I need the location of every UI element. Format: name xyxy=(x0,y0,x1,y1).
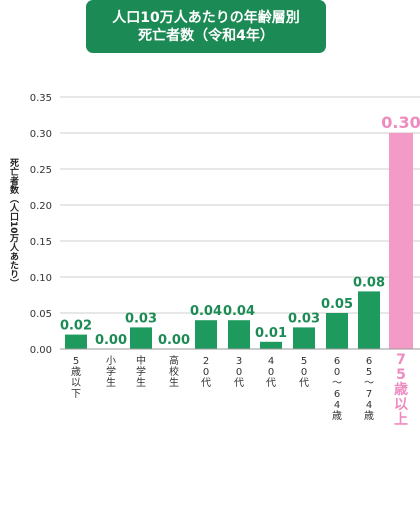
y-tick-label: 0.30 xyxy=(30,129,52,140)
bar-value-label: 0.08 xyxy=(353,275,385,290)
category-label: 6 5 〜 7 4 歳 xyxy=(364,356,374,422)
chart-title-box: 人口10万人あたりの年齢層別 死亡者数（令和4年） xyxy=(86,0,326,53)
y-tick-label: 0.10 xyxy=(30,273,52,284)
category-label: 高校生 xyxy=(169,354,179,389)
category-label: 6 0 〜 6 4 歳 xyxy=(332,356,342,422)
bar xyxy=(358,291,380,349)
category-label: 中学生 xyxy=(136,354,146,389)
bar xyxy=(65,334,87,349)
bar-value-label: 0.03 xyxy=(125,311,157,326)
bar xyxy=(326,313,348,349)
category-label: 7 5 歳以上 xyxy=(394,352,408,428)
bar-value-label: 0.00 xyxy=(158,333,190,348)
bar-value-label: 0.03 xyxy=(288,311,320,326)
chart-title-line2: 死亡者数（令和4年） xyxy=(138,27,274,44)
y-tick-label: 0.20 xyxy=(30,201,52,212)
bar xyxy=(260,341,282,349)
category-label: 5 歳以下 xyxy=(71,356,81,400)
bar-value-label: 0.04 xyxy=(223,304,255,319)
bar xyxy=(228,320,250,349)
bar-value-label: 0.05 xyxy=(321,297,353,312)
bar-value-label: 0.30 xyxy=(381,113,420,132)
bar xyxy=(195,320,217,349)
bar-value-label: 0.01 xyxy=(255,326,287,341)
y-axis-label: 死亡者数（人口10万人あたり） xyxy=(8,158,18,288)
bar xyxy=(389,133,413,349)
bar xyxy=(293,327,315,349)
y-tick-label: 0.00 xyxy=(30,345,52,356)
bar-value-label: 0.04 xyxy=(190,304,222,319)
y-tick-label: 0.35 xyxy=(30,93,52,104)
bar-value-label: 0.00 xyxy=(95,333,127,348)
y-tick-label: 0.25 xyxy=(30,165,52,176)
category-label: 小学生 xyxy=(106,355,116,389)
y-tick-label: 0.15 xyxy=(30,237,52,248)
y-tick-label: 0.05 xyxy=(30,309,52,320)
bar xyxy=(130,327,152,349)
bar-value-label: 0.02 xyxy=(60,319,92,334)
chart-title-line1: 人口10万人あたりの年齢層別 xyxy=(112,9,300,26)
